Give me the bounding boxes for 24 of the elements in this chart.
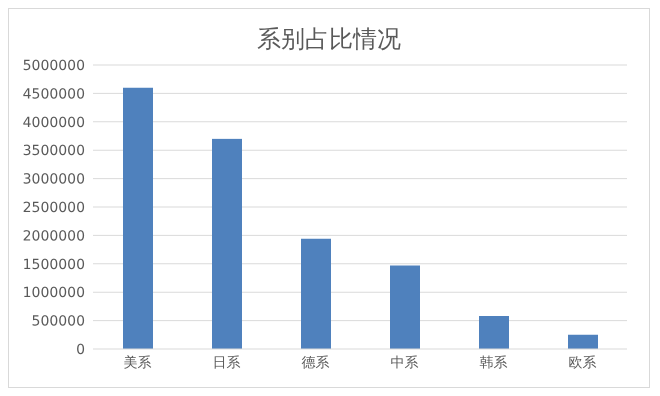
y-tick-label: 4500000 [22,86,85,102]
y-tick-label: 2500000 [22,200,85,216]
bar [568,334,598,349]
bar [390,266,420,349]
bar [123,88,153,349]
x-tick-label: 日系 [212,354,240,371]
bar [212,138,242,349]
y-tick-label: 1000000 [22,285,85,302]
x-tick-label: 中系 [390,354,418,371]
x-tick-label: 美系 [124,354,152,371]
chart-title: 系别占比情况 [256,24,402,55]
y-tick-label: 3500000 [22,143,85,160]
y-tick-label: 500000 [32,314,85,330]
y-tick-label: 2000000 [22,228,85,244]
bar [479,316,509,349]
x-tick-label: 韩系 [480,354,508,371]
x-tick-label: 德系 [302,354,330,371]
x-tick-label: 欧系 [568,354,596,371]
y-tick-label: 4000000 [22,114,85,131]
y-tick-label: 3000000 [22,172,85,188]
y-tick-label: 1500000 [22,256,85,273]
y-tick-label: 0 [76,342,85,358]
y-tick-label: 5000000 [22,58,85,74]
bar [301,238,331,349]
